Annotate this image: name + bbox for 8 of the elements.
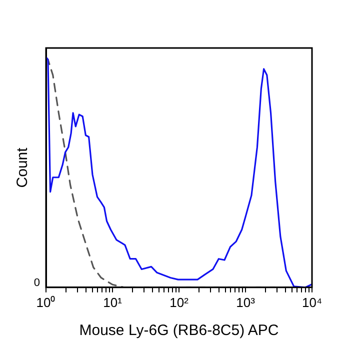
text: 0: [34, 276, 40, 289]
x-tick-label: 10¹: [103, 294, 123, 310]
x-tick-label: 10²: [170, 294, 190, 310]
x-tick-label: 10⁴: [302, 294, 322, 310]
x-tick-label: 10³: [236, 294, 256, 310]
y-axis-title: Count: [14, 146, 32, 188]
x-axis-title: Mouse Ly-6G (RB6-8C5) APC: [79, 322, 279, 340]
x-tick-label: 10⁰: [36, 294, 56, 310]
